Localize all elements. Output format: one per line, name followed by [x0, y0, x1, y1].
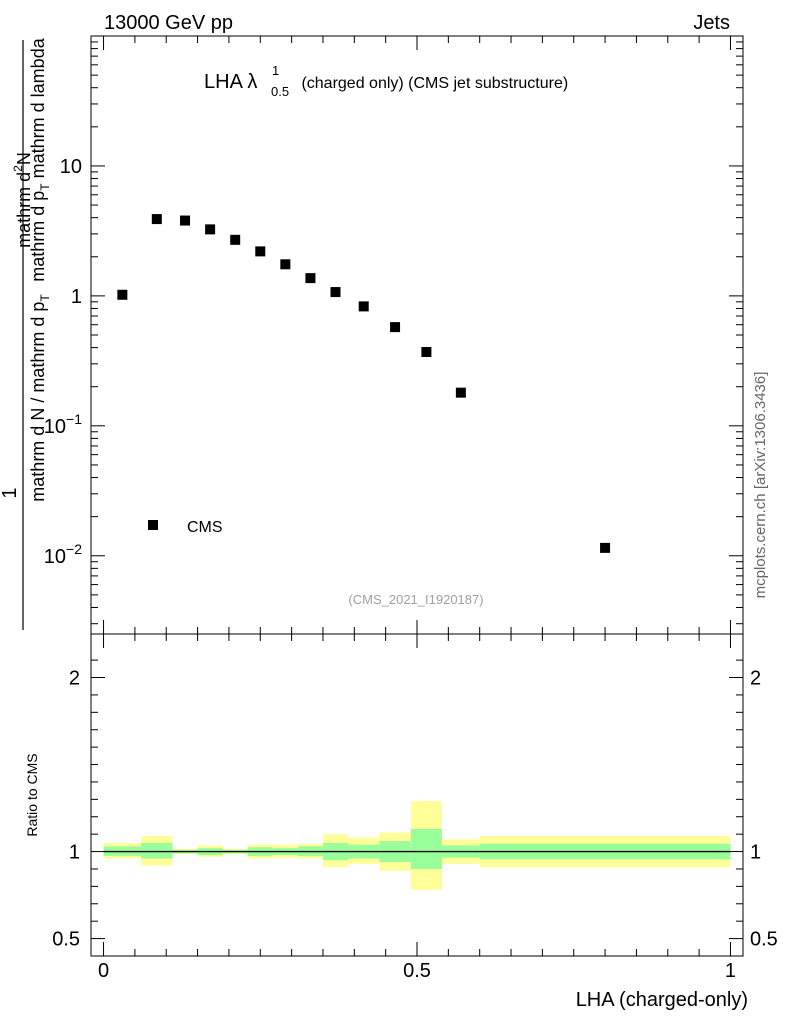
mcplots-source-label: mcplots.cern.ch [arXiv:1306.3436] [752, 372, 769, 599]
ratio-tick-label-left: 1 [69, 842, 80, 864]
jets-label: Jets [693, 12, 730, 34]
y-tick-base: 10 [44, 416, 66, 438]
data-point [255, 246, 266, 257]
y-label-numerator2: mathrm d2N [11, 152, 34, 248]
plot-title: LHA λ [204, 71, 257, 93]
data-point [205, 224, 216, 235]
data-point [330, 287, 341, 298]
y-label-numerator2-sup: 2 [11, 165, 25, 172]
ratio-tick-label-left: 2 [69, 668, 80, 690]
y-label-denominator: mathrm d N / mathrm d pT [28, 294, 52, 502]
data-point [151, 214, 162, 225]
title-subscript: 0.5 [271, 84, 289, 99]
y-axis-label: 1 mathrm d N / mathrm d pT mathrm d2N ma… [0, 37, 52, 630]
y-tick-base: 1 [71, 286, 82, 308]
x-tick-label: 1 [725, 960, 736, 982]
y-label-denominator-sub: T [38, 294, 52, 302]
data-point [421, 346, 432, 357]
y-tick-base: 10 [60, 156, 82, 178]
data-point [280, 259, 291, 270]
y-label-numerator: 1 [0, 487, 21, 498]
ratio-axis-ticks: 2 2 1 1 0.5 0.5 0 0.5 1 [52, 634, 778, 982]
ratio-band-green [410, 828, 443, 869]
data-point [180, 215, 191, 226]
y-tick-label: 10−2 [44, 541, 82, 568]
data-point [390, 322, 401, 333]
y-label-numerator2-main: mathrm d [14, 172, 34, 248]
data-point [455, 387, 466, 398]
ratio-y-label: Ratio to CMS [24, 753, 40, 836]
x-tick-label: 0.5 [403, 960, 431, 982]
y-tick-base: 10 [44, 546, 66, 568]
y-label-denominator-main: mathrm d N / mathrm d p [28, 302, 48, 502]
data-markers [117, 214, 611, 553]
ratio-tick-label-left: 0.5 [52, 929, 80, 951]
energy-label: 13000 GeV pp [104, 12, 233, 34]
ratio-tick-label-right: 1 [750, 842, 761, 864]
ratio-plot-frame [90, 633, 744, 957]
title-superscript: 1 [272, 63, 279, 78]
data-point [305, 273, 316, 284]
y-label-denominator2-sub: T [38, 183, 52, 191]
ratio-tick-label-right: 0.5 [750, 929, 778, 951]
y-label-denominator2-rest: mathrm d lambda [28, 37, 48, 183]
x-axis-label: LHA (charged-only) [576, 989, 748, 1011]
y-label-denominator2-main: mathrm d p [28, 191, 48, 282]
y-tick-exponent: −1 [66, 411, 82, 427]
title-main: LHA λ [204, 71, 257, 93]
main-plot-frame [90, 35, 744, 635]
y-tick-label: 10−1 [44, 411, 82, 438]
ratio-tick-label-right: 2 [750, 668, 761, 690]
y-label-numerator2-rest: N [14, 152, 34, 165]
data-point [600, 542, 611, 553]
y-label-denominator2: mathrm d pT mathrm d lambda [28, 37, 52, 281]
data-point [358, 301, 369, 312]
y-tick-exponent: −2 [66, 541, 82, 557]
legend-marker-cms [148, 520, 158, 530]
y-tick-label: 1 [71, 286, 82, 308]
x-tick-label: 0 [98, 960, 109, 982]
data-point [117, 289, 128, 300]
title-rest: (charged only) (CMS jet substructure) [297, 75, 568, 92]
y-tick-label: 10 [60, 156, 82, 178]
analysis-id-label: (CMS_2021_I1920187) [348, 592, 483, 607]
legend-label-cms: CMS [187, 519, 223, 536]
data-point [230, 234, 241, 245]
ratio-band-green [141, 842, 173, 859]
ratio-uncertainty-bands [103, 801, 731, 890]
